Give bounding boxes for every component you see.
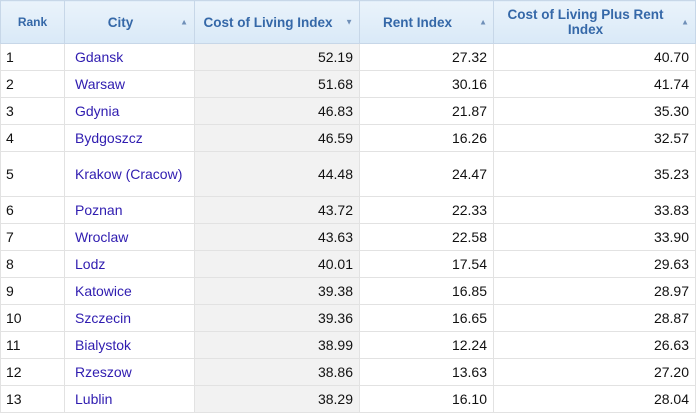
city-link[interactable]: Gdansk: [64, 43, 195, 71]
rent-index-cell: 16.85: [359, 277, 494, 305]
cost-plus-rent-cell: 40.70: [493, 43, 696, 71]
cost-of-living-header-label: Cost of Living Index: [203, 14, 333, 30]
table-row: 7 Wroclaw 43.63 22.58 33.90: [0, 223, 696, 251]
rent-index-cell: 12.24: [359, 331, 494, 359]
table-row: 3 Gdynia 46.83 21.87 35.30: [0, 97, 696, 125]
rank-cell: 2: [0, 70, 65, 98]
chevron-up-icon: ▲: [681, 17, 689, 27]
rank-cell: 13: [0, 385, 65, 413]
chevron-up-icon: ▲: [479, 17, 487, 27]
cost-of-living-cell: 43.63: [194, 223, 360, 251]
cost-of-living-cell: 52.19: [194, 43, 360, 71]
rank-header-label: Rank: [17, 14, 48, 29]
rank-cell: 8: [0, 250, 65, 278]
rent-index-cell: 24.47: [359, 151, 494, 197]
cost-plus-rent-cell: 28.87: [493, 304, 696, 332]
city-link[interactable]: Katowice: [64, 277, 195, 305]
rank-cell: 5: [0, 151, 65, 197]
city-column-header[interactable]: City ▲: [64, 0, 195, 44]
cost-plus-rent-cell: 35.30: [493, 97, 696, 125]
cost-of-living-cell: 38.99: [194, 331, 360, 359]
cost-of-living-cell: 40.01: [194, 250, 360, 278]
rank-cell: 4: [0, 124, 65, 152]
city-link[interactable]: Gdynia: [64, 97, 195, 125]
rank-cell: 3: [0, 97, 65, 125]
cost-of-living-cell: 43.72: [194, 196, 360, 224]
cost-plus-rent-header-label: Cost of Living Plus Rent Index: [507, 7, 664, 37]
rent-index-cell: 22.58: [359, 223, 494, 251]
cost-plus-rent-column-header[interactable]: Cost of Living Plus Rent Index ▲: [493, 0, 696, 44]
city-link[interactable]: Szczecin: [64, 304, 195, 332]
table-row: 12 Rzeszow 38.86 13.63 27.20: [0, 358, 696, 386]
rank-cell: 11: [0, 331, 65, 359]
rent-index-cell: 17.54: [359, 250, 494, 278]
cost-of-living-cell: 39.38: [194, 277, 360, 305]
rent-index-cell: 16.65: [359, 304, 494, 332]
table-row: 2 Warsaw 51.68 30.16 41.74: [0, 70, 696, 98]
table-row: 11 Bialystok 38.99 12.24 26.63: [0, 331, 696, 359]
city-header-label: City: [107, 14, 134, 30]
rank-cell: 12: [0, 358, 65, 386]
table-row: 4 Bydgoszcz 46.59 16.26 32.57: [0, 124, 696, 152]
cost-plus-rent-cell: 28.97: [493, 277, 696, 305]
table-header-row: Rank City ▲ Cost of Living Index ▼ Rent In…: [0, 0, 696, 44]
cost-plus-rent-cell: 27.20: [493, 358, 696, 386]
cost-plus-rent-cell: 41.74: [493, 70, 696, 98]
city-link[interactable]: Rzeszow: [64, 358, 195, 386]
cost-plus-rent-cell: 29.63: [493, 250, 696, 278]
cost-of-living-column-header[interactable]: Cost of Living Index ▼: [194, 0, 360, 44]
table-row: 9 Katowice 39.38 16.85 28.97: [0, 277, 696, 305]
rank-column-header[interactable]: Rank: [0, 0, 65, 44]
city-link[interactable]: Bialystok: [64, 331, 195, 359]
rent-index-cell: 27.32: [359, 43, 494, 71]
rank-cell: 6: [0, 196, 65, 224]
city-link[interactable]: Lodz: [64, 250, 195, 278]
cost-plus-rent-cell: 32.57: [493, 124, 696, 152]
chevron-down-icon: ▼: [345, 17, 353, 27]
cost-plus-rent-cell: 28.04: [493, 385, 696, 413]
rent-index-column-header[interactable]: Rent Index ▲: [359, 0, 494, 44]
chevron-up-icon: ▲: [180, 17, 188, 27]
table-row: 13 Lublin 38.29 16.10 28.04: [0, 385, 696, 413]
rent-index-header-label: Rent Index: [382, 14, 452, 30]
rank-cell: 7: [0, 223, 65, 251]
rent-index-cell: 22.33: [359, 196, 494, 224]
table-row: 5 Krakow (Cracow) 44.48 24.47 35.23: [0, 151, 696, 197]
rent-index-cell: 13.63: [359, 358, 494, 386]
city-link[interactable]: Bydgoszcz: [64, 124, 195, 152]
city-link[interactable]: Wroclaw: [64, 223, 195, 251]
rank-cell: 1: [0, 43, 65, 71]
rank-cell: 10: [0, 304, 65, 332]
cost-of-living-cell: 44.48: [194, 151, 360, 197]
rent-index-cell: 16.10: [359, 385, 494, 413]
cost-plus-rent-cell: 26.63: [493, 331, 696, 359]
city-link[interactable]: Poznan: [64, 196, 195, 224]
rent-index-cell: 30.16: [359, 70, 494, 98]
rent-index-cell: 16.26: [359, 124, 494, 152]
rent-index-cell: 21.87: [359, 97, 494, 125]
cost-of-living-cell: 39.36: [194, 304, 360, 332]
table-row: 6 Poznan 43.72 22.33 33.83: [0, 196, 696, 224]
cost-plus-rent-cell: 35.23: [493, 151, 696, 197]
cost-of-living-cell: 46.59: [194, 124, 360, 152]
cost-of-living-cell: 38.86: [194, 358, 360, 386]
cost-plus-rent-cell: 33.83: [493, 196, 696, 224]
city-link[interactable]: Krakow (Cracow): [64, 151, 195, 197]
cost-plus-rent-cell: 33.90: [493, 223, 696, 251]
table-row: 1 Gdansk 52.19 27.32 40.70: [0, 43, 696, 71]
rank-cell: 9: [0, 277, 65, 305]
cost-of-living-cell: 46.83: [194, 97, 360, 125]
cost-of-living-cell: 38.29: [194, 385, 360, 413]
city-link[interactable]: Warsaw: [64, 70, 195, 98]
table-row: 8 Lodz 40.01 17.54 29.63: [0, 250, 696, 278]
table-row: 10 Szczecin 39.36 16.65 28.87: [0, 304, 696, 332]
cost-of-living-cell: 51.68: [194, 70, 360, 98]
city-link[interactable]: Lublin: [64, 385, 195, 413]
